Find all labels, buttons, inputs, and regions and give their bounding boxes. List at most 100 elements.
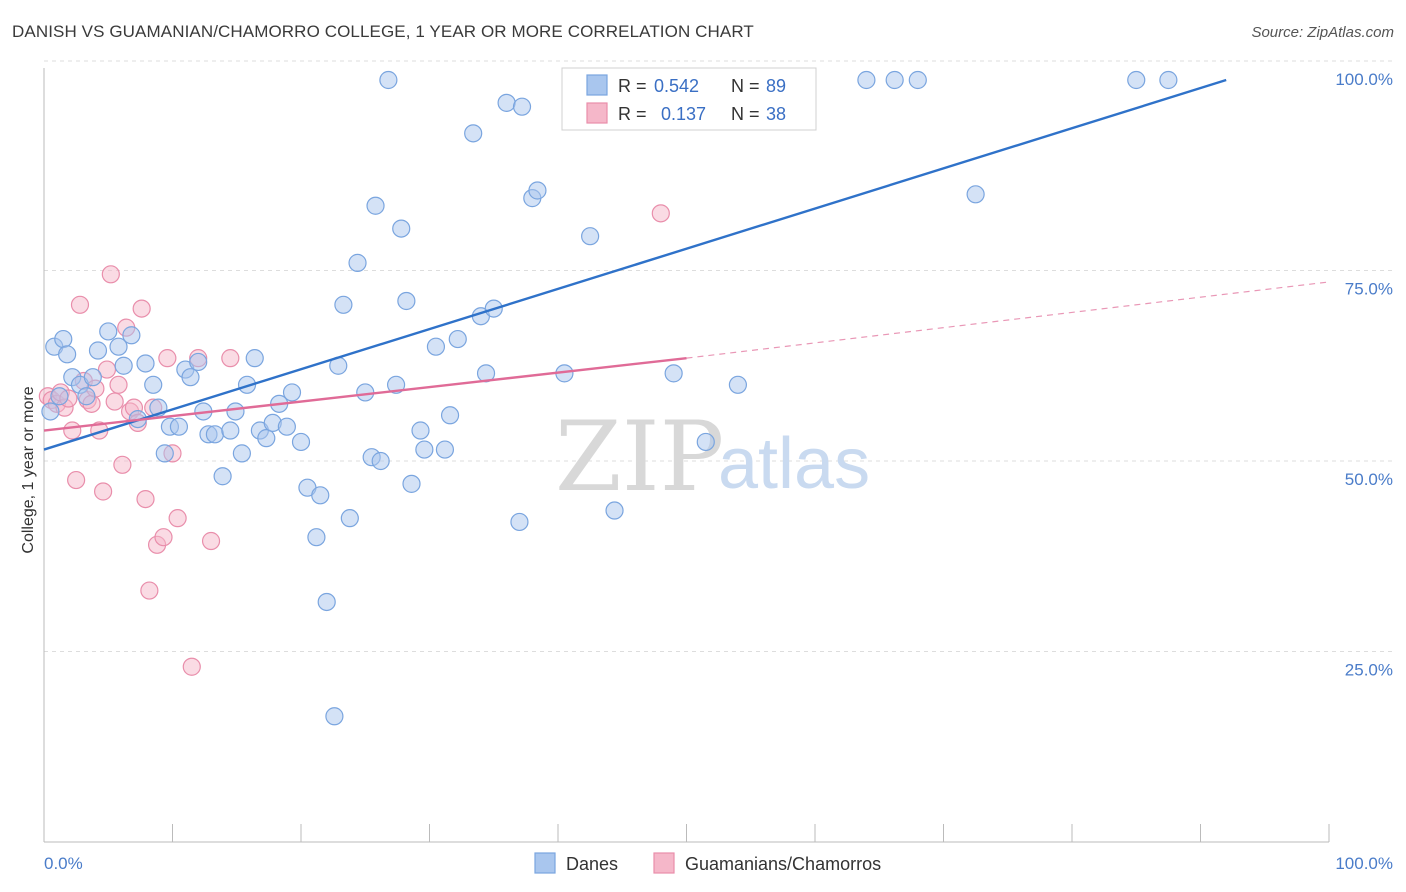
danes-point-20 [169, 417, 189, 436]
danes-point-77 [605, 501, 624, 520]
danes-points [41, 70, 1178, 726]
guam-point-24 [132, 299, 151, 318]
guam-point-30 [158, 349, 177, 368]
y-tick-label-50: 50.0% [1345, 470, 1393, 489]
danes-point-13 [122, 326, 141, 345]
danes-point-81 [728, 375, 748, 394]
danes-point-53 [379, 70, 398, 90]
danes-point-59 [415, 440, 434, 459]
danes-point-87 [1127, 70, 1146, 90]
guam-point-37 [651, 204, 670, 223]
guam-point-29 [154, 528, 173, 547]
legend-swatch-danes [586, 74, 608, 96]
danes-point-32 [245, 349, 264, 368]
danes-point-41 [307, 528, 326, 547]
danes-point-43 [317, 592, 336, 612]
danes-point-22 [181, 368, 200, 387]
danes-point-8 [83, 368, 102, 387]
danes-point-68 [497, 93, 516, 112]
danes-point-72 [528, 181, 547, 200]
guam-point-16 [101, 265, 120, 284]
danes-point-58 [411, 421, 430, 440]
danes-point-31 [237, 375, 257, 394]
x-tick-label-max: 100.0% [1335, 854, 1393, 873]
bottom-legend-swatch-danes [534, 852, 556, 874]
legend-r-value-danes: 0.542 [654, 76, 699, 96]
y-tick-label-100: 100.0% [1335, 70, 1393, 89]
danes-point-34 [257, 429, 276, 448]
danes-point-69 [510, 512, 529, 532]
danes-point-63 [448, 329, 467, 349]
guam-point-36 [221, 349, 240, 368]
danes-point-3 [54, 329, 73, 349]
danes-point-47 [340, 509, 359, 528]
guam-point-35 [201, 531, 221, 551]
danes-point-61 [435, 440, 455, 459]
danes-point-83 [857, 70, 876, 90]
bottom-legend-label-guam: Guamanians/Chamorros [685, 854, 881, 874]
guam-point-25 [136, 490, 155, 509]
grid-lines [44, 60, 1393, 652]
danes-point-48 [348, 253, 367, 272]
legend-n-label-danes: N = [731, 76, 760, 96]
watermark: ZIP atlas [555, 401, 870, 513]
chart-title: DANISH VS GUAMANIAN/CHAMORRO COLLEGE, 1 … [12, 22, 754, 41]
y-tick-labels: 25.0% 50.0% 75.0% 100.0% [1335, 70, 1393, 680]
legend-n-value-guam: 38 [766, 104, 786, 124]
danes-point-54 [386, 375, 406, 394]
guam-point-6 [63, 421, 82, 440]
source-credit: Source: ZipAtlas.com [1251, 24, 1394, 41]
danes-point-55 [392, 219, 411, 238]
danes-point-39 [291, 432, 311, 452]
guam-point-14 [94, 482, 113, 501]
danes-trend-line [43, 78, 1227, 451]
guam-trend-extension [686, 281, 1330, 359]
legend-r-label-guam: R = [618, 104, 647, 124]
guam-trend-line [43, 356, 687, 432]
danes-point-0 [41, 402, 60, 421]
danes-point-44 [325, 707, 344, 726]
guam-point-26 [140, 581, 159, 600]
danes-point-28 [221, 421, 240, 440]
danes-point-49 [356, 383, 375, 402]
danes-point-51 [366, 196, 385, 215]
danes-point-10 [99, 322, 118, 341]
danes-point-88 [1159, 70, 1178, 90]
legend-swatch-guam [586, 102, 608, 124]
legend-n-value-danes: 89 [766, 76, 786, 96]
guam-point-19 [113, 455, 132, 474]
danes-point-78 [664, 364, 683, 383]
bottom-legend-swatch-guam [653, 852, 675, 874]
bottom-legend: Danes Guamanians/Chamorros [534, 852, 881, 874]
danes-point-85 [908, 70, 927, 90]
danes-point-42 [311, 486, 330, 505]
y-axis-label: College, 1 year or more [20, 386, 37, 553]
danes-point-16 [144, 375, 163, 394]
danes-point-29 [226, 402, 245, 421]
danes-point-15 [136, 354, 155, 373]
danes-point-26 [205, 425, 225, 444]
danes-point-84 [885, 70, 904, 90]
guam-point-7 [67, 470, 86, 490]
danes-point-46 [334, 295, 353, 314]
legend-r-label-danes: R = [618, 76, 647, 96]
legend-r-value-guam: 0.137 [661, 104, 706, 124]
danes-point-62 [440, 406, 460, 425]
guam-point-32 [168, 509, 187, 528]
legend-n-label-guam: N = [731, 104, 760, 124]
danes-point-7 [77, 387, 96, 406]
legend: R = 0.542 N = 89 R = 0.137 N = 38 [561, 67, 817, 131]
bottom-legend-label-danes: Danes [566, 854, 618, 874]
danes-point-37 [277, 417, 296, 436]
guam-point-8 [70, 295, 90, 314]
danes-point-9 [88, 341, 108, 360]
watermark-atlas: atlas [718, 424, 870, 504]
danes-point-38 [282, 383, 302, 402]
danes-point-12 [114, 356, 133, 375]
danes-point-56 [397, 291, 416, 311]
danes-point-23 [189, 352, 208, 372]
danes-point-11 [109, 337, 128, 356]
danes-point-27 [213, 467, 232, 486]
watermark-zip: ZIP [555, 401, 724, 513]
